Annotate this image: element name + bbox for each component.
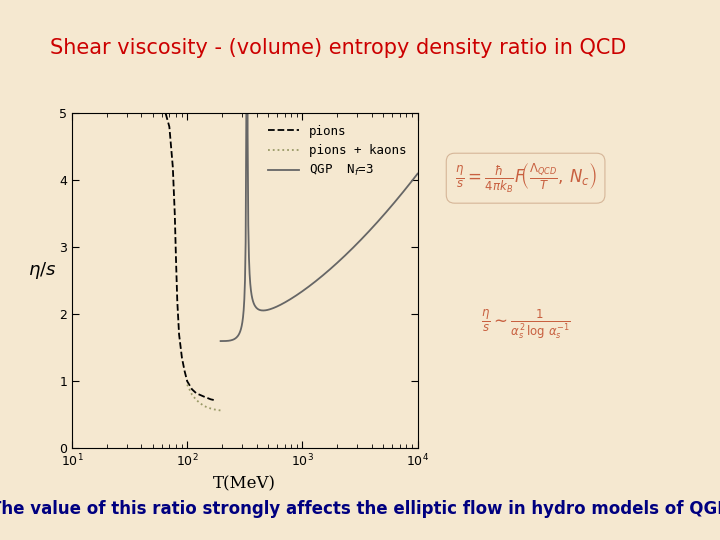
pions: [173, 298, 181, 304]
X-axis label: T(MeV): T(MeV): [213, 475, 276, 492]
pions + kaons: [217, 408, 226, 414]
Y-axis label: $\eta/s$: $\eta/s$: [28, 260, 57, 281]
pions + kaons: [199, 403, 208, 409]
pions: [210, 397, 218, 403]
Text: The value of this ratio strongly affects the elliptic flow in hydro models of QG: The value of this ratio strongly affects…: [0, 501, 720, 518]
pions + kaons: [183, 381, 192, 388]
pions: [199, 394, 208, 400]
pions: [175, 331, 184, 338]
QGP  N$_f$=3: [216, 338, 225, 345]
QGP  N$_f$=3: [383, 207, 392, 214]
QGP  N$_f$=3: [413, 171, 422, 177]
pions: [188, 386, 197, 393]
Text: $\frac{\eta}{s} = \frac{\hbar}{4\pi k_B} F\!\left(\frac{\Lambda_{QCD}}{T},\, N_c: $\frac{\eta}{s} = \frac{\hbar}{4\pi k_B}…: [454, 161, 597, 195]
Line: pions + kaons: pions + kaons: [187, 384, 222, 411]
pions: [171, 258, 180, 264]
pions + kaons: [192, 397, 201, 403]
QGP  N$_f$=3: [333, 259, 342, 266]
pions + kaons: [210, 406, 218, 413]
pions: [207, 396, 215, 402]
pions: [180, 368, 189, 374]
pions + kaons: [214, 407, 222, 413]
pions: [168, 164, 177, 170]
QGP  N$_f$=3: [338, 255, 346, 262]
pions + kaons: [196, 400, 204, 407]
QGP  N$_f$=3: [334, 258, 343, 265]
Text: $\frac{\eta}{s} \sim \frac{1}{\alpha_s^2\, \log\, \alpha_s^{-1}}$: $\frac{\eta}{s} \sim \frac{1}{\alpha_s^2…: [481, 307, 570, 341]
pions + kaons: [188, 392, 197, 398]
pions: [178, 355, 186, 361]
Legend: pions, pions + kaons, QGP  N$_f$=3: pions, pions + kaons, QGP N$_f$=3: [263, 120, 411, 183]
QGP  N$_f$=3: [395, 193, 404, 199]
Text: Shear viscosity - (volume) entropy density ratio in QCD: Shear viscosity - (volume) entropy densi…: [50, 38, 627, 58]
pions: [192, 390, 201, 396]
Line: pions: pions: [166, 113, 214, 400]
pions: [165, 124, 174, 130]
QGP  N$_f$=3: [217, 338, 225, 345]
pions + kaons: [204, 405, 213, 411]
Line: QGP  N$_f$=3: QGP N$_f$=3: [220, 0, 418, 341]
pions: [171, 211, 179, 217]
pions: [161, 110, 170, 117]
pions: [183, 378, 192, 384]
